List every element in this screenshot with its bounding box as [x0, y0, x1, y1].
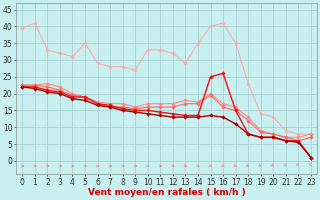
X-axis label: Vent moyen/en rafales ( km/h ): Vent moyen/en rafales ( km/h ) [88, 188, 245, 197]
